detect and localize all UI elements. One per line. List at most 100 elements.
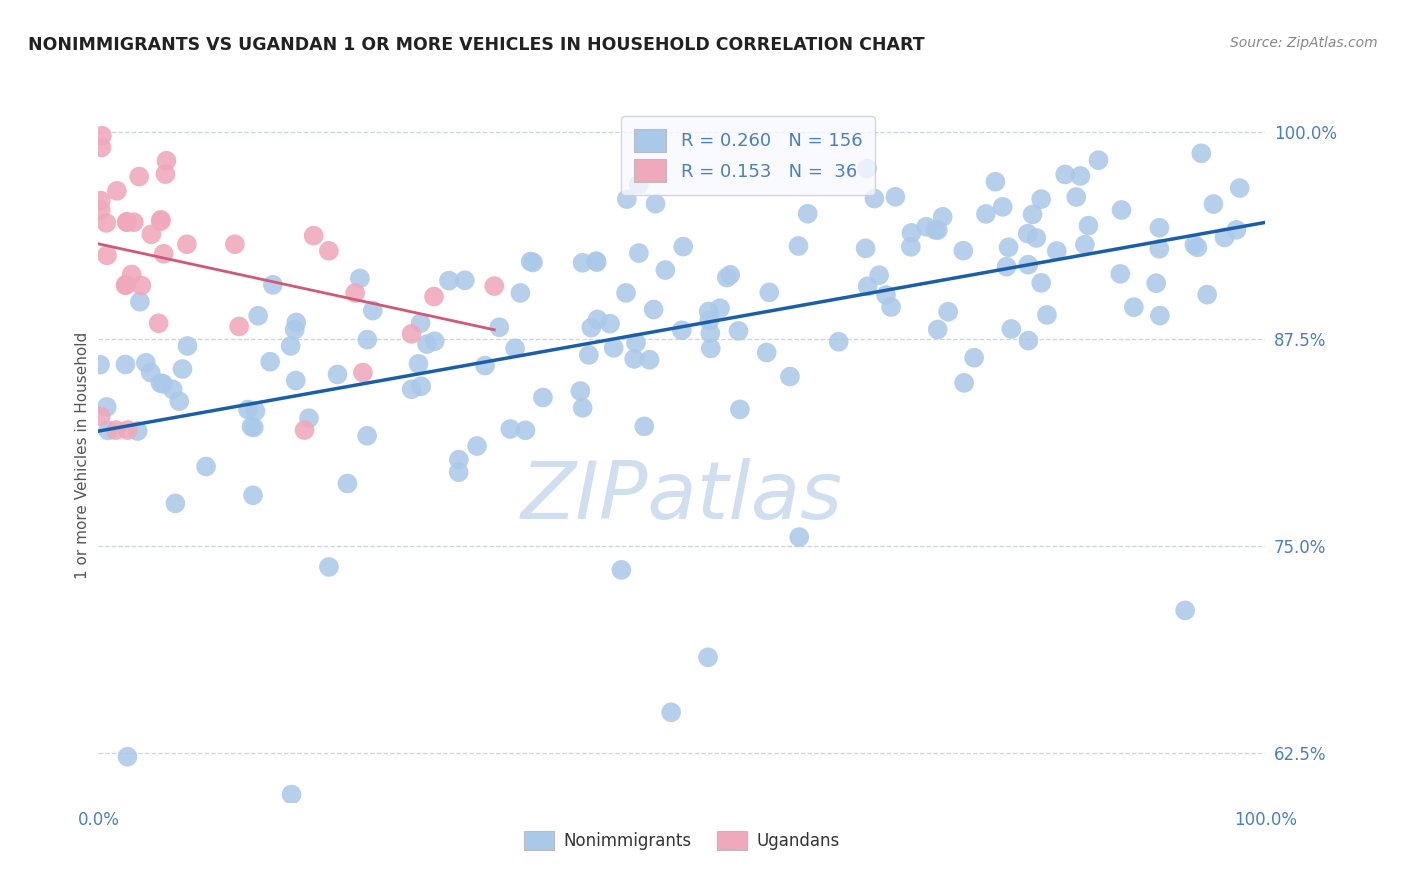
Point	[1017, 334, 1039, 348]
Point	[149, 212, 172, 227]
Point	[503, 341, 526, 355]
Point	[284, 374, 307, 388]
Point	[581, 320, 603, 334]
Point	[1225, 223, 1247, 237]
Point	[991, 200, 1014, 214]
Point	[900, 240, 922, 254]
Point	[352, 366, 374, 380]
Point	[984, 175, 1007, 189]
Point	[356, 429, 378, 443]
Point	[936, 305, 959, 319]
Point	[141, 227, 163, 242]
Point	[654, 263, 676, 277]
Point	[135, 356, 157, 370]
Point	[900, 226, 922, 240]
Point	[1149, 242, 1171, 256]
Point	[90, 202, 112, 217]
Point	[659, 706, 682, 720]
Point	[672, 239, 695, 253]
Point	[90, 194, 112, 208]
Point	[997, 240, 1019, 254]
Point	[115, 277, 138, 292]
Point	[509, 285, 531, 300]
Point	[779, 369, 801, 384]
Point	[195, 459, 218, 474]
Point	[91, 128, 114, 143]
Point	[1202, 197, 1225, 211]
Point	[915, 219, 938, 234]
Point	[602, 341, 624, 355]
Point	[284, 322, 307, 336]
Point	[1077, 219, 1099, 233]
Point	[408, 357, 430, 371]
Point	[718, 268, 741, 282]
Point	[855, 241, 877, 255]
Legend: Nonimmigrants, Ugandans: Nonimmigrants, Ugandans	[517, 824, 846, 857]
Point	[127, 424, 149, 438]
Point	[638, 352, 661, 367]
Point	[318, 560, 340, 574]
Point	[863, 192, 886, 206]
Point	[1122, 300, 1144, 314]
Point	[131, 278, 153, 293]
Point	[356, 333, 378, 347]
Point	[499, 422, 522, 436]
Point	[924, 223, 946, 237]
Point	[1229, 181, 1251, 195]
Point	[880, 300, 903, 314]
Point	[114, 278, 136, 293]
Point	[162, 382, 184, 396]
Point	[671, 323, 693, 337]
Point	[409, 316, 432, 330]
Point	[122, 215, 145, 229]
Point	[280, 788, 302, 802]
Point	[1021, 207, 1043, 221]
Text: Source: ZipAtlas.com: Source: ZipAtlas.com	[1230, 36, 1378, 50]
Point	[484, 279, 506, 293]
Point	[465, 439, 488, 453]
Point	[1182, 238, 1205, 252]
Point	[96, 216, 118, 230]
Point	[117, 749, 139, 764]
Point	[488, 320, 510, 334]
Point	[167, 394, 190, 409]
Point	[1087, 153, 1109, 168]
Point	[599, 317, 621, 331]
Point	[1149, 309, 1171, 323]
Point	[318, 244, 340, 258]
Point	[931, 210, 953, 224]
Point	[974, 207, 997, 221]
Point	[531, 391, 554, 405]
Point	[115, 215, 138, 229]
Point	[245, 404, 267, 418]
Point	[89, 358, 111, 372]
Point	[1189, 146, 1212, 161]
Point	[927, 223, 949, 237]
Point	[128, 169, 150, 184]
Point	[627, 178, 650, 192]
Point	[105, 184, 128, 198]
Point	[953, 376, 976, 390]
Point	[616, 192, 638, 206]
Point	[1187, 240, 1209, 254]
Point	[285, 315, 308, 329]
Point	[633, 419, 655, 434]
Point	[1213, 230, 1236, 244]
Point	[1144, 276, 1167, 290]
Point	[176, 237, 198, 252]
Point	[728, 402, 751, 417]
Point	[586, 312, 609, 326]
Point	[262, 277, 284, 292]
Point	[172, 362, 194, 376]
Point	[578, 348, 600, 362]
Point	[280, 339, 302, 353]
Point	[437, 274, 460, 288]
Point	[128, 294, 150, 309]
Point	[242, 488, 264, 502]
Point	[755, 345, 778, 359]
Point	[709, 301, 731, 316]
Point	[875, 288, 897, 302]
Point	[336, 476, 359, 491]
Point	[995, 260, 1018, 274]
Point	[97, 424, 120, 438]
